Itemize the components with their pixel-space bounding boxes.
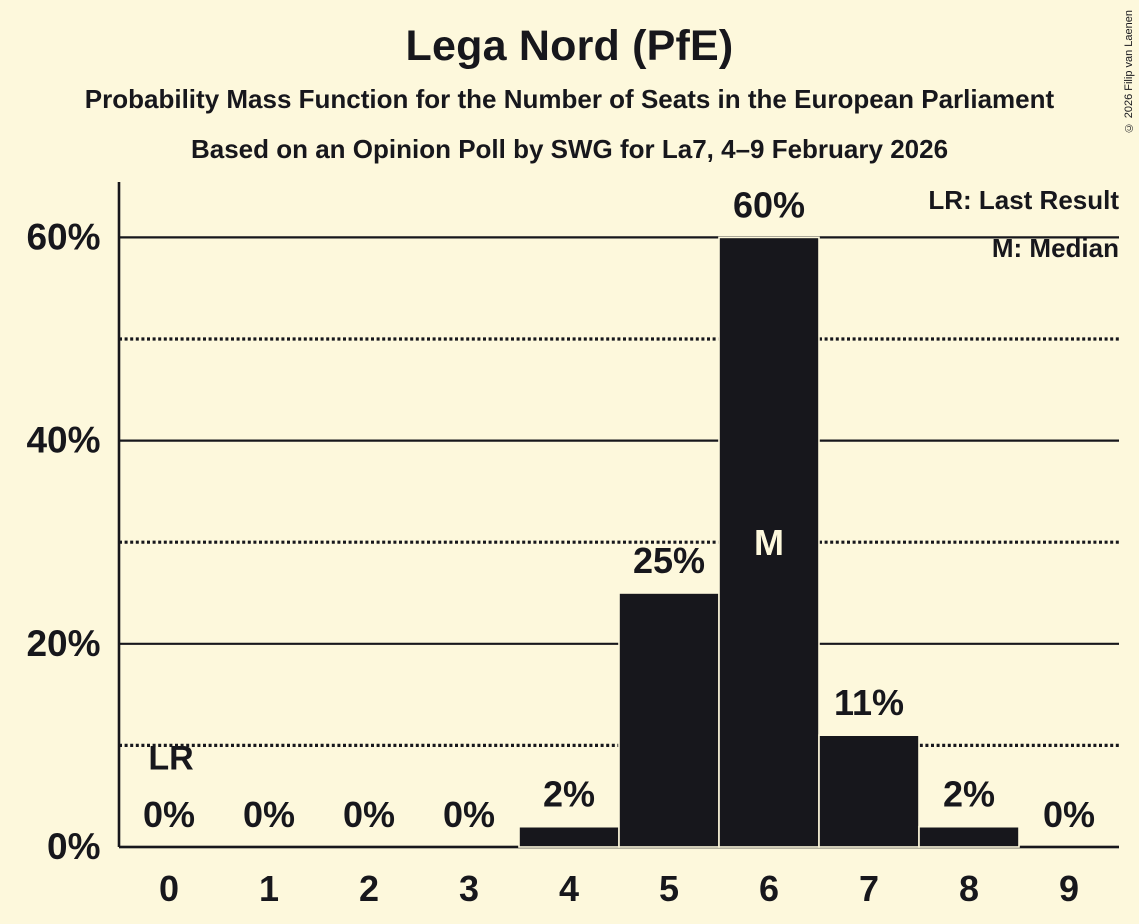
svg-text:0%: 0% bbox=[143, 794, 195, 835]
svg-text:0%: 0% bbox=[47, 826, 100, 867]
svg-text:8: 8 bbox=[959, 868, 979, 909]
svg-text:6: 6 bbox=[759, 868, 779, 909]
svg-text:20%: 20% bbox=[26, 623, 100, 664]
svg-text:LR: LR bbox=[148, 740, 193, 778]
svg-text:3: 3 bbox=[459, 868, 479, 909]
svg-text:0: 0 bbox=[159, 868, 179, 909]
svg-text:0%: 0% bbox=[443, 794, 495, 835]
svg-text:9: 9 bbox=[1059, 868, 1079, 909]
svg-text:4: 4 bbox=[559, 868, 579, 909]
svg-text:2%: 2% bbox=[943, 774, 995, 815]
svg-text:60%: 60% bbox=[733, 184, 805, 225]
svg-text:25%: 25% bbox=[633, 540, 705, 581]
svg-text:2: 2 bbox=[359, 868, 379, 909]
svg-text:0%: 0% bbox=[243, 794, 295, 835]
svg-text:1: 1 bbox=[259, 868, 279, 909]
svg-text:5: 5 bbox=[659, 868, 679, 909]
svg-text:40%: 40% bbox=[26, 420, 100, 461]
svg-text:M: Median: M: Median bbox=[992, 233, 1119, 263]
svg-text:LR: Last Result: LR: Last Result bbox=[928, 185, 1119, 215]
svg-text:7: 7 bbox=[859, 868, 879, 909]
svg-text:2%: 2% bbox=[543, 774, 595, 815]
svg-text:0%: 0% bbox=[1043, 794, 1095, 835]
svg-text:11%: 11% bbox=[834, 682, 904, 723]
svg-text:M: M bbox=[754, 522, 784, 563]
svg-text:60%: 60% bbox=[26, 216, 100, 257]
svg-text:0%: 0% bbox=[343, 794, 395, 835]
